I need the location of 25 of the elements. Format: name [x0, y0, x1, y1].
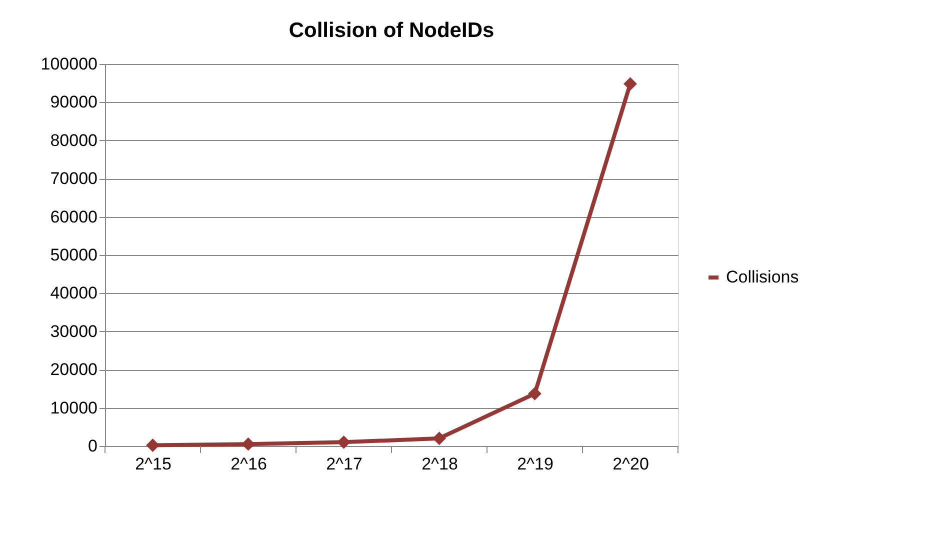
point: [337, 435, 350, 449]
x-tick-label: 2^18: [422, 454, 458, 474]
y-tick-label: 0: [88, 436, 98, 456]
chart-title: Collision of NodeIDs: [288, 19, 494, 42]
x-tick-label: 2^17: [326, 454, 362, 474]
y-tick-label: 70000: [50, 169, 98, 188]
x-tick-label: 2^16: [230, 454, 267, 474]
legend-label: Collisions: [726, 268, 799, 286]
y-tick-label: 30000: [50, 322, 98, 341]
y-tick-label: 40000: [50, 284, 98, 303]
point: [624, 77, 637, 91]
point: [242, 437, 255, 451]
y-tick-label: 60000: [50, 207, 98, 226]
x-tick-label: 2^15: [135, 454, 172, 474]
y-tick-label: 50000: [50, 246, 98, 264]
x-tick-label: 2^20: [612, 454, 649, 474]
y-tick-label: 100000: [40, 54, 98, 74]
y-tick-label: 80000: [50, 130, 98, 150]
x-tick-label: 2^19: [517, 454, 554, 474]
point: [528, 386, 542, 400]
y-tick-label: 90000: [50, 92, 98, 112]
y-tick-label: 10000: [50, 398, 98, 418]
point: [146, 438, 160, 452]
point: [432, 432, 446, 446]
y-tick-label: 20000: [50, 360, 98, 380]
